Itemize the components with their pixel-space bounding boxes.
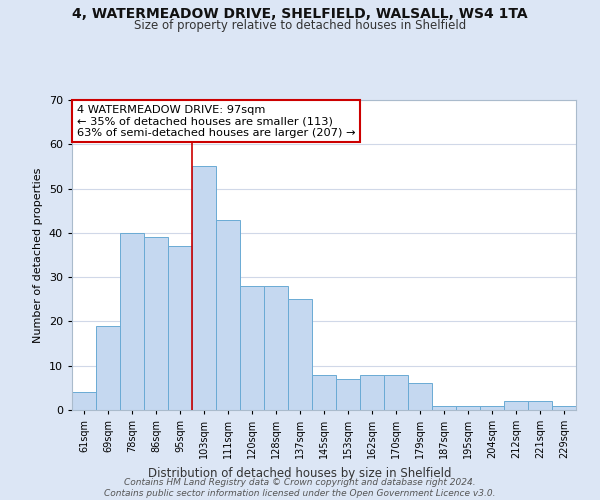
Bar	[504, 401, 528, 410]
Bar	[144, 238, 168, 410]
Bar	[528, 401, 552, 410]
Y-axis label: Number of detached properties: Number of detached properties	[33, 168, 43, 342]
Bar	[168, 246, 192, 410]
Bar	[456, 406, 480, 410]
Bar	[240, 286, 264, 410]
Bar	[384, 374, 408, 410]
Bar	[360, 374, 384, 410]
Bar	[552, 406, 576, 410]
Bar	[264, 286, 288, 410]
Bar	[336, 379, 360, 410]
Bar	[120, 233, 144, 410]
Text: 4 WATERMEADOW DRIVE: 97sqm
← 35% of detached houses are smaller (113)
63% of sem: 4 WATERMEADOW DRIVE: 97sqm ← 35% of deta…	[77, 104, 356, 138]
Bar	[288, 300, 312, 410]
Bar	[408, 384, 432, 410]
Text: 4, WATERMEADOW DRIVE, SHELFIELD, WALSALL, WS4 1TA: 4, WATERMEADOW DRIVE, SHELFIELD, WALSALL…	[72, 8, 528, 22]
Text: Distribution of detached houses by size in Shelfield: Distribution of detached houses by size …	[148, 467, 452, 480]
Bar	[480, 406, 504, 410]
Text: Size of property relative to detached houses in Shelfield: Size of property relative to detached ho…	[134, 19, 466, 32]
Text: Contains HM Land Registry data © Crown copyright and database right 2024.
Contai: Contains HM Land Registry data © Crown c…	[104, 478, 496, 498]
Bar	[72, 392, 96, 410]
Bar	[432, 406, 456, 410]
Bar	[192, 166, 216, 410]
Bar	[312, 374, 336, 410]
Bar	[216, 220, 240, 410]
Bar	[96, 326, 120, 410]
